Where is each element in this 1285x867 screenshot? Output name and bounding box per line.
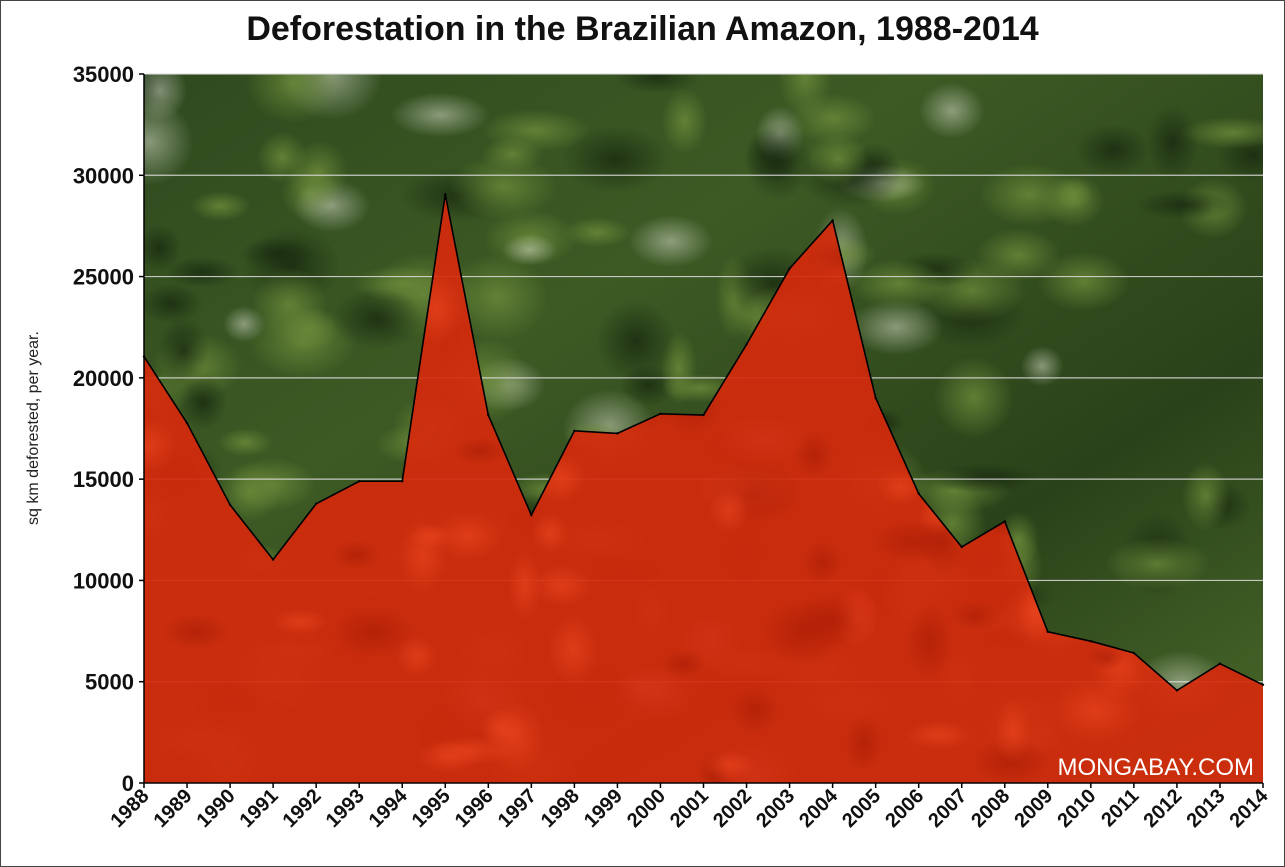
data-point xyxy=(659,412,662,415)
x-tick-label: 2011 xyxy=(1097,785,1143,831)
y-tick-label: 30000 xyxy=(73,163,134,188)
x-tick-label: 1992 xyxy=(279,785,326,832)
x-tick-label: 2005 xyxy=(838,785,885,832)
x-axis: 1988198919901991199219931994199519961997… xyxy=(107,782,1274,832)
x-tick-label: 2009 xyxy=(1010,785,1057,832)
x-tick-label: 1996 xyxy=(451,785,498,832)
data-point xyxy=(271,558,275,561)
data-point xyxy=(314,502,318,505)
data-point xyxy=(745,343,748,346)
data-point xyxy=(1261,683,1265,686)
x-tick-label: 1997 xyxy=(494,785,541,832)
x-tick-label: 2008 xyxy=(967,785,1014,832)
x-tick-label: 2010 xyxy=(1053,785,1100,832)
data-point xyxy=(1218,662,1222,665)
x-tick-label: 2013 xyxy=(1182,785,1229,832)
x-tick-label: 2007 xyxy=(924,785,971,832)
x-tick-label: 1994 xyxy=(365,784,413,832)
x-tick-label: 2004 xyxy=(795,784,843,832)
data-point xyxy=(228,503,232,507)
x-tick-label: 2012 xyxy=(1139,785,1186,832)
x-tick-label: 2014 xyxy=(1226,784,1274,832)
data-point xyxy=(401,480,404,483)
x-tick-label: 1993 xyxy=(322,785,369,832)
y-tick-label: 15000 xyxy=(73,467,134,492)
data-point xyxy=(874,396,877,400)
y-axis-label: sq km deforested, per year. xyxy=(25,331,42,525)
y-tick-label: 35000 xyxy=(73,62,134,87)
data-point xyxy=(487,413,490,417)
data-point xyxy=(1089,640,1093,643)
data-point xyxy=(917,492,920,495)
data-point xyxy=(573,429,576,433)
chart-title: Deforestation in the Brazilian Amazon, 1… xyxy=(246,10,1039,48)
data-point xyxy=(1175,689,1179,692)
x-tick-label: 1998 xyxy=(537,785,584,832)
data-point xyxy=(702,413,705,417)
data-point xyxy=(616,432,619,435)
data-point xyxy=(1132,651,1136,655)
x-tick-label: 1999 xyxy=(580,785,627,832)
x-tick-label: 1990 xyxy=(193,785,240,832)
watermark-text: MONGABAY.COM xyxy=(1058,754,1254,781)
y-tick-label: 20000 xyxy=(73,366,134,391)
x-tick-label: 1989 xyxy=(150,785,197,832)
data-point xyxy=(960,545,963,549)
x-tick-label: 1991 xyxy=(236,785,283,832)
y-tick-label: 5000 xyxy=(85,670,134,695)
x-tick-label: 2003 xyxy=(752,785,799,832)
y-tick-label: 25000 xyxy=(73,265,134,290)
data-point xyxy=(1046,630,1050,634)
y-axis: 0 5000 10000 15000 20000 25000 30000 35000 xyxy=(73,62,145,796)
data-point xyxy=(788,267,791,270)
data-point xyxy=(357,480,361,483)
y-tick-label: 10000 xyxy=(73,568,134,593)
x-tick-label: 2002 xyxy=(709,785,756,832)
x-tick-label: 2006 xyxy=(881,785,928,832)
x-tick-label: 1988 xyxy=(107,785,154,832)
data-point xyxy=(831,219,834,222)
y-tick-label: 0 xyxy=(122,771,134,796)
data-point xyxy=(142,355,146,358)
x-tick-label: 2000 xyxy=(623,785,670,832)
x-tick-label: 1995 xyxy=(408,785,455,832)
x-tick-label: 2001 xyxy=(666,785,713,832)
data-point xyxy=(1003,520,1006,523)
data-point xyxy=(444,193,447,196)
data-point xyxy=(530,513,533,517)
data-point xyxy=(185,421,189,425)
